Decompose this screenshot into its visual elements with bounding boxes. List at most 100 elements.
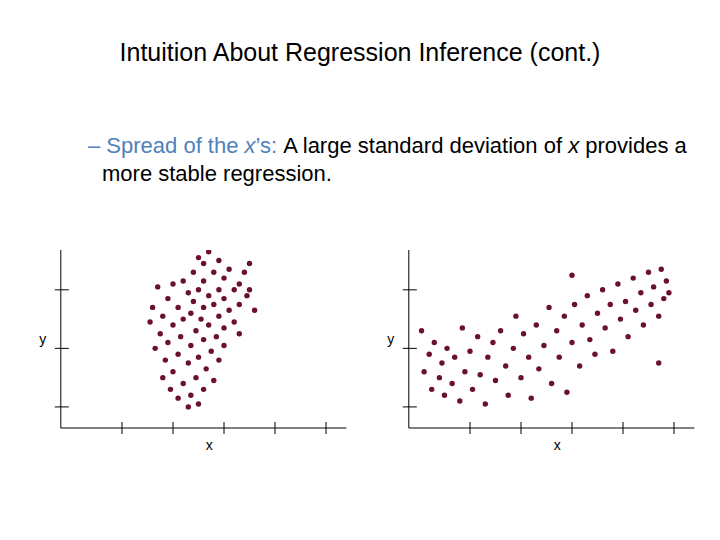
point: [206, 322, 211, 327]
point: [557, 354, 562, 359]
point: [638, 290, 643, 295]
point: [186, 404, 191, 409]
point: [170, 369, 175, 374]
point: [529, 395, 534, 400]
point: [569, 340, 574, 345]
point: [602, 325, 607, 330]
point: [526, 354, 531, 359]
point: [244, 293, 249, 298]
point: [188, 343, 193, 348]
point: [641, 322, 646, 327]
point: [221, 296, 226, 301]
point: [196, 401, 201, 406]
point: [155, 284, 160, 289]
y-axis-label: y: [387, 331, 394, 347]
point: [196, 287, 201, 292]
point: [585, 293, 590, 298]
point: [549, 381, 554, 386]
point: [181, 381, 186, 386]
point: [623, 299, 628, 304]
point: [439, 360, 444, 365]
point: [562, 313, 567, 318]
point: [165, 340, 170, 345]
point: [554, 328, 559, 333]
point: [193, 328, 198, 333]
y-axis: [60, 250, 61, 428]
point: [572, 302, 577, 307]
y-axis: [408, 250, 409, 428]
point: [503, 363, 508, 368]
x-axis-label: x: [554, 437, 561, 453]
point: [419, 328, 424, 333]
point: [226, 267, 231, 272]
point: [534, 322, 539, 327]
x-tick: [275, 422, 276, 434]
point: [577, 363, 582, 368]
point: [186, 360, 191, 365]
point: [216, 313, 221, 318]
point: [444, 346, 449, 351]
point: [656, 360, 661, 365]
x-tick: [173, 422, 174, 434]
point: [196, 354, 201, 359]
point: [191, 299, 196, 304]
point: [203, 366, 208, 371]
point: [457, 398, 462, 403]
point: [427, 352, 432, 357]
point: [191, 270, 196, 275]
point: [170, 322, 175, 327]
point: [467, 349, 472, 354]
point: [181, 278, 186, 283]
point: [631, 275, 636, 280]
x-tick: [224, 422, 225, 434]
charts: xyxy: [0, 0, 720, 540]
point: [247, 261, 252, 266]
y-axis-label: y: [39, 331, 46, 347]
point: [193, 375, 198, 380]
point: [661, 296, 666, 301]
x-axis: [409, 428, 695, 429]
x-tick: [572, 422, 573, 434]
point: [181, 316, 186, 321]
x-axis-label: x: [206, 437, 213, 453]
point: [201, 278, 206, 283]
point: [592, 352, 597, 357]
point: [160, 375, 165, 380]
point: [242, 270, 247, 275]
point: [437, 375, 442, 380]
point: [209, 349, 214, 354]
point: [521, 331, 526, 336]
point: [608, 302, 613, 307]
point: [232, 319, 237, 324]
scatter-chart: xy: [387, 250, 694, 453]
point: [216, 258, 221, 263]
point: [221, 343, 226, 348]
point: [666, 290, 671, 295]
point: [152, 346, 157, 351]
x-tick: [521, 422, 522, 434]
point: [518, 375, 523, 380]
point: [618, 316, 623, 321]
point: [429, 387, 434, 392]
point: [211, 270, 216, 275]
point: [226, 308, 231, 313]
point: [232, 287, 237, 292]
point: [564, 390, 569, 395]
point: [536, 366, 541, 371]
point: [160, 313, 165, 318]
point: [175, 305, 180, 310]
y-tick: [55, 406, 69, 407]
point: [165, 296, 170, 301]
point: [478, 372, 483, 377]
point: [198, 316, 203, 321]
point: [506, 393, 511, 398]
point: [656, 313, 661, 318]
y-tick: [403, 289, 417, 290]
bullet-lead: – Spread of the x’s:: [88, 133, 277, 158]
point: [513, 313, 518, 318]
point: [580, 322, 585, 327]
point: [421, 369, 426, 374]
x-tick: [326, 422, 327, 434]
point: [237, 302, 242, 307]
point: [432, 340, 437, 345]
